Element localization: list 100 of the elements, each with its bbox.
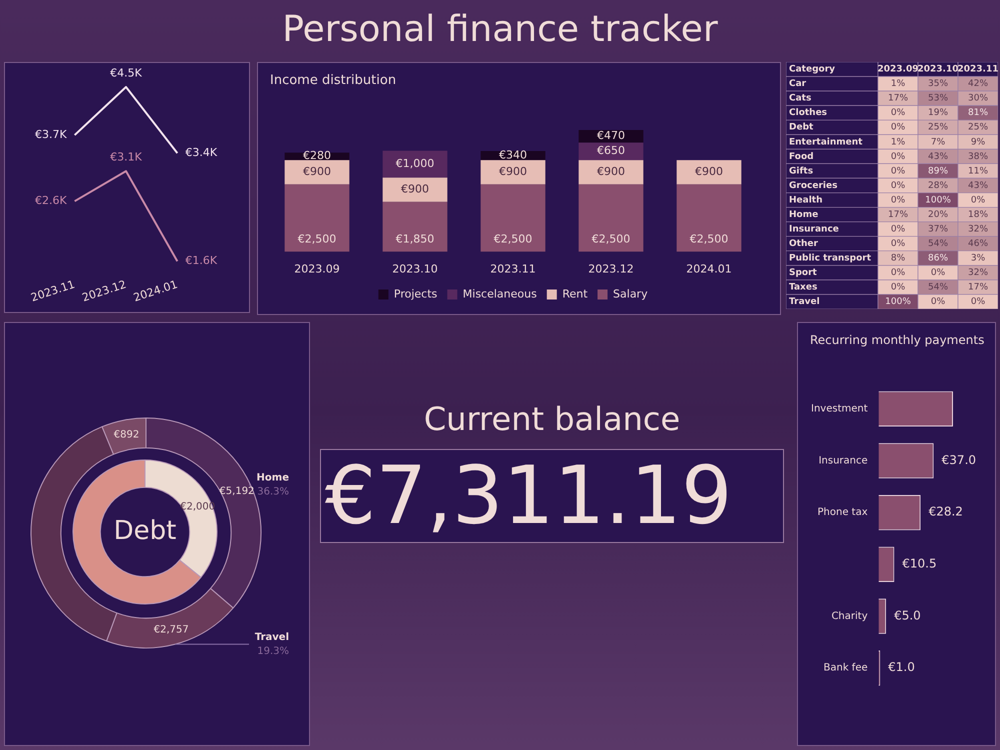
data-label: €650 bbox=[597, 144, 625, 158]
data-label: 9% bbox=[970, 137, 986, 148]
data-label: €470 bbox=[597, 129, 625, 142]
bar bbox=[480, 160, 546, 184]
data-label: 0% bbox=[890, 108, 906, 118]
y-tick-label: Investment bbox=[811, 404, 868, 415]
data-label: 25% bbox=[968, 122, 988, 133]
y-tick-label: Cats bbox=[789, 94, 812, 104]
data-label: €2,757 bbox=[154, 624, 189, 636]
data-label: €900 bbox=[695, 165, 723, 178]
data-label: 89% bbox=[928, 166, 948, 176]
data-label: 30% bbox=[968, 94, 988, 104]
data-label: 11% bbox=[968, 166, 988, 176]
bar bbox=[578, 142, 644, 160]
y-tick-label: Entertainment bbox=[789, 137, 864, 148]
slice-label: Home bbox=[256, 472, 290, 484]
bar bbox=[578, 184, 644, 252]
data-label: 81% bbox=[968, 108, 988, 118]
y-tick-label: Travel bbox=[789, 297, 820, 308]
data-label: €900 bbox=[303, 165, 331, 178]
data-label: €2,500 bbox=[494, 232, 532, 246]
bar bbox=[480, 184, 546, 252]
y-tick-label: Home bbox=[789, 210, 818, 220]
x-tick-label: 2023.09 bbox=[294, 262, 340, 276]
x-tick-label: 2023.09 bbox=[878, 64, 918, 75]
data-label: €900 bbox=[597, 165, 625, 178]
data-label: 0% bbox=[890, 268, 906, 278]
data-label: 54% bbox=[928, 282, 948, 293]
data-label: 0% bbox=[890, 166, 906, 176]
data-label: €28.2 bbox=[928, 504, 963, 519]
y-tick-label: Insurance bbox=[818, 455, 868, 466]
data-label: 19% bbox=[928, 108, 948, 118]
x-tick-label: 2023.10 bbox=[918, 64, 958, 75]
data-label: €1,000 bbox=[396, 157, 434, 170]
data-label: €3.1K bbox=[110, 150, 143, 164]
x-tick-label: 2023.10 bbox=[392, 262, 438, 276]
data-label: 43% bbox=[968, 180, 988, 191]
data-label: €892 bbox=[114, 429, 140, 440]
y-tick-label: Health bbox=[789, 195, 823, 206]
bar bbox=[382, 202, 448, 252]
data-label: 100% bbox=[925, 195, 952, 206]
chart-title: Recurring monthly payments bbox=[810, 333, 984, 347]
text: Personal finance tracker bbox=[281, 8, 719, 52]
data-label: 86% bbox=[928, 253, 948, 264]
legend-label: Rent bbox=[562, 287, 588, 300]
data-label: €1,850 bbox=[396, 232, 434, 246]
chart-title: Income distribution bbox=[270, 73, 396, 88]
text: Current balance bbox=[422, 399, 682, 440]
data-label: €340 bbox=[499, 148, 527, 162]
data-label: 18% bbox=[968, 210, 988, 220]
data-label: 3% bbox=[970, 253, 986, 264]
data-label: 32% bbox=[968, 224, 988, 234]
y-tick-label: Car bbox=[789, 79, 807, 90]
data-label: 0% bbox=[930, 297, 946, 308]
data-label: 0% bbox=[890, 122, 906, 133]
x-tick-label: 2023.11 bbox=[958, 64, 998, 75]
y-axis-title: Category bbox=[789, 64, 836, 75]
bar bbox=[382, 178, 448, 202]
data-label: €280 bbox=[303, 149, 331, 162]
bar bbox=[284, 184, 350, 252]
bar bbox=[284, 160, 350, 184]
data-label: 0% bbox=[890, 224, 906, 234]
slice-label: Travel bbox=[254, 632, 289, 643]
data-label: €5.0 bbox=[894, 608, 921, 622]
x-tick-label: 2023.12 bbox=[588, 262, 634, 276]
text: 19.3% bbox=[257, 646, 289, 657]
y-tick-label: Groceries bbox=[789, 180, 838, 191]
y-tick-label: Clothes bbox=[789, 108, 828, 118]
text: 36.3% bbox=[257, 486, 289, 498]
text: €7,311.19 bbox=[320, 449, 784, 543]
data-label: 0% bbox=[890, 238, 906, 249]
data-label: 46% bbox=[968, 238, 988, 249]
y-tick-label: Food bbox=[789, 152, 814, 162]
bar bbox=[676, 160, 742, 184]
data-label: 0% bbox=[890, 282, 906, 293]
data-label: €2.6K bbox=[34, 194, 68, 208]
y-tick-label: Gifts bbox=[789, 166, 814, 176]
data-label: €900 bbox=[499, 165, 527, 178]
data-label: 53% bbox=[928, 94, 948, 104]
data-label: €2,500 bbox=[592, 232, 630, 246]
y-tick-label: Other bbox=[789, 238, 818, 249]
data-label: 28% bbox=[928, 180, 948, 191]
y-tick-label: Bank fee bbox=[824, 662, 868, 674]
data-label: €10.5 bbox=[902, 556, 937, 571]
data-label: 25% bbox=[928, 122, 948, 133]
y-tick-label: Taxes bbox=[789, 282, 818, 293]
data-label: 7% bbox=[930, 137, 946, 148]
y-tick-label: Charity bbox=[831, 610, 868, 622]
x-tick-label: 2024.01 bbox=[686, 262, 732, 276]
data-label: €1.0 bbox=[888, 660, 915, 674]
bar bbox=[676, 184, 742, 252]
data-label: 0% bbox=[890, 180, 906, 191]
y-tick-label: Sport bbox=[789, 268, 818, 278]
data-label: 0% bbox=[970, 297, 986, 308]
data-label: 43% bbox=[928, 152, 948, 162]
data-label: €900 bbox=[401, 182, 429, 196]
data-label: €2,500 bbox=[298, 232, 336, 246]
data-label: 20% bbox=[928, 210, 948, 220]
data-label: 17% bbox=[888, 210, 908, 220]
data-label: 17% bbox=[888, 94, 908, 104]
